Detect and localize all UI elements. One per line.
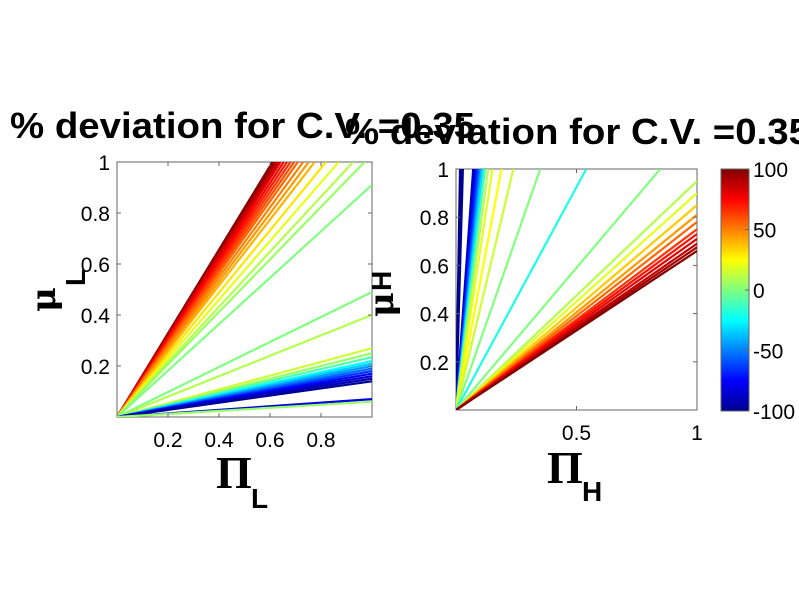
contour-line-level-100 xyxy=(456,250,697,410)
right-x-label-symbol: Π xyxy=(547,442,583,493)
right-contour-lines xyxy=(456,169,697,410)
right-x-tick-label: 1 xyxy=(691,422,703,445)
right-ticks: 0.5 1 0.2 0.4 0.6 0.8 1 xyxy=(420,159,703,445)
right-y-tick-label: 1 xyxy=(437,159,449,182)
contour-line-level-0 xyxy=(117,291,372,417)
right-y-tick-label: 0.2 xyxy=(420,352,449,375)
left-x-tick-label: 0.2 xyxy=(153,429,182,452)
right-title: % deviation for C.V. =0.35 xyxy=(345,111,799,152)
left-plot: 0.2 0.4 0.6 0.8 0.2 0.4 0.6 0.8 1 Π L μ L % devi… xyxy=(10,105,475,514)
colorbar-tick-label: 50 xyxy=(753,220,776,243)
right-y-tick-label: 0.4 xyxy=(420,304,450,327)
right-y-label-symbol: μ xyxy=(362,292,402,317)
contour-line-level-20 xyxy=(456,169,494,410)
contour-line-level-25 xyxy=(456,169,503,410)
left-ticks: 0.2 0.4 0.6 0.8 0.2 0.4 0.6 0.8 1 xyxy=(81,152,372,452)
contour-line-level--20 xyxy=(456,169,588,410)
contour-line-level-20 xyxy=(456,192,697,410)
contour-line-level-40 xyxy=(117,162,316,417)
left-title: % deviation for C.V. =0.35 xyxy=(10,105,475,146)
left-x-tick-label: 0.8 xyxy=(306,429,335,452)
left-y-label-symbol: μ xyxy=(24,287,64,312)
contour-line-level-10 xyxy=(456,180,697,410)
contour-line-level-10 xyxy=(117,162,354,417)
left-y-tick-label: 0.8 xyxy=(81,203,110,226)
contour-line-level-15 xyxy=(456,169,515,410)
contour-line-level-0 xyxy=(456,169,542,410)
contour-line-level-5 xyxy=(117,400,372,417)
contour-line-level-0 xyxy=(456,169,662,410)
left-x-tick-label: 0.4 xyxy=(204,429,234,452)
left-contour-lines xyxy=(117,162,372,417)
left-y-tick-label: 1 xyxy=(98,152,110,175)
contour-line-level-5 xyxy=(117,162,366,417)
left-y-tick-label: 0.2 xyxy=(81,356,110,379)
right-y-tick-label: 0.6 xyxy=(420,255,449,278)
right-y-label-subscript: H xyxy=(366,271,397,291)
colorbar-ticks: 100 50 0 -50 -100 xyxy=(745,159,795,424)
colorbar: 100 50 0 -50 -100 xyxy=(720,159,795,424)
contour-line-level-10 xyxy=(117,313,372,417)
left-y-tick-label: 0.6 xyxy=(81,254,110,277)
contour-line-level--95 xyxy=(117,380,372,417)
colorbar-gradient xyxy=(720,168,750,412)
colorbar-tick-label: -100 xyxy=(753,401,795,424)
contour-line-level-20 xyxy=(117,162,340,417)
right-x-tick-label: 0.5 xyxy=(562,422,591,445)
left-x-label-symbol: Π xyxy=(216,447,252,498)
contour-line-level--95 xyxy=(456,169,464,410)
colorbar-tick-label: 0 xyxy=(753,280,765,303)
colorbar-tick-label: 100 xyxy=(753,159,788,182)
colorbar-tick-label: -50 xyxy=(753,341,783,364)
right-axes-box xyxy=(455,168,698,411)
right-y-tick-label: 0.8 xyxy=(420,207,449,230)
left-y-tick-label: 0.4 xyxy=(81,305,111,328)
contour-line-level-35 xyxy=(456,204,697,410)
right-x-label-subscript: H xyxy=(582,476,602,507)
left-y-label-subscript: L xyxy=(60,269,91,286)
right-plot: 0.5 1 0.2 0.4 0.6 0.8 1 Π H μ H % deviation fo… xyxy=(345,111,799,507)
left-x-label-subscript: L xyxy=(251,483,268,514)
left-x-tick-label: 0.6 xyxy=(255,429,284,452)
contour-line-level-0 xyxy=(117,184,372,417)
contour-line-level-30 xyxy=(117,162,327,417)
